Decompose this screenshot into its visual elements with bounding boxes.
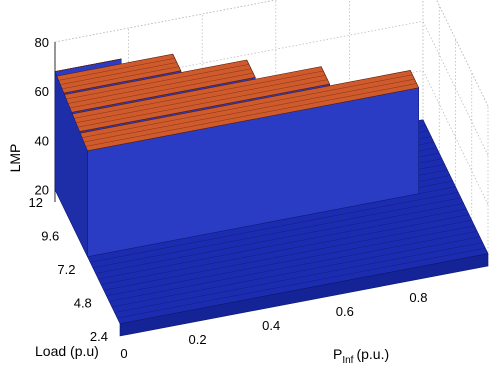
surface-mesh-line [109,231,478,302]
grid-line-z-back [54,0,278,43]
x-axis-label: PInf (p.u.) [333,346,389,366]
surface-mesh-line [90,192,459,263]
surface-mesh-line [66,68,252,104]
surface-mesh-line [81,74,413,138]
z-tick-label: 20 [35,183,49,198]
z-tick-label: 40 [35,134,49,149]
grid-line-z-side [422,21,489,156]
surface-mesh-line [75,75,326,124]
y-tick-label: 12 [29,195,43,210]
surface-mesh-line [106,225,475,297]
surface-mesh-line [103,219,472,291]
surface-mesh-line [54,58,122,72]
z-tick-label: 60 [35,84,49,99]
x-tick-label: 0.6 [336,304,354,319]
grid-line-z-back [54,20,424,92]
y-tick-label: 2.4 [90,329,108,344]
surface-mesh-line [92,197,461,269]
z-tick-label: 80 [35,35,49,50]
x-axis-label-sub: Inf [342,355,353,366]
surface-mesh-line [69,72,254,109]
surface-front-skirt [119,253,489,337]
surface-mesh-line [59,62,177,86]
surface-mesh-line [117,247,486,319]
surface-mesh-line [56,58,175,81]
surface-mesh-line [85,83,417,147]
x-tick-label: 0.8 [409,290,427,305]
grid-line-z-side [422,70,489,205]
grid-line-z-back [54,0,278,43]
surface-mesh-line [111,236,480,308]
x-tick-label: 0.2 [189,332,207,347]
surface-mesh-line [77,79,328,128]
surface-mesh-line [73,70,324,119]
x-axis-label-unit: (p.u.) [356,346,389,362]
y-tick-label: 4.8 [74,296,92,311]
surface-mesh-line [64,64,249,100]
lmp-surface [54,53,489,337]
grid-line-z-side [436,0,489,107]
z-axis-label: LMP [7,144,23,173]
surface-mesh-line [100,214,470,285]
surface-left-cap [54,71,88,257]
y-tick-label: 9.6 [41,229,59,244]
surface-mesh-line [98,208,467,280]
surface-mesh-line [114,242,483,313]
surface-mesh-line [83,78,415,143]
x-tick-label: 0.4 [262,318,280,333]
y-tick-label: 7.2 [57,262,75,277]
y-axis-label: Load (p.u) [35,343,99,359]
surface-mesh-line [61,66,179,90]
x-tick-label: 0 [120,346,127,361]
surface-mesh-line [95,203,464,274]
x-axis-label-main: P [333,346,342,362]
